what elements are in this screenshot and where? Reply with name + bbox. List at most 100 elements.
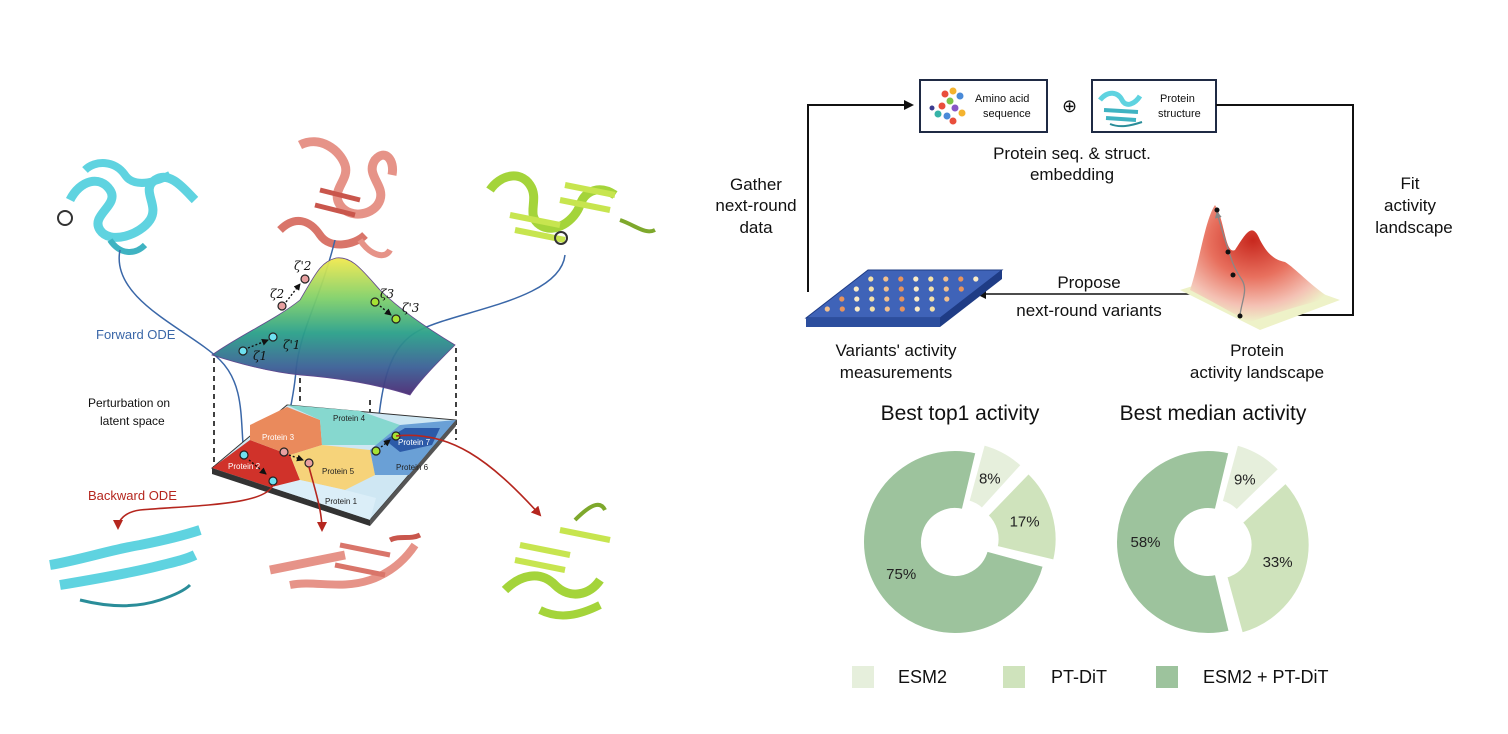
region-label-protein-4: Protein 4: [333, 414, 366, 423]
plate-well: [868, 286, 874, 292]
donut-slice-esm2-pt-dit: [1114, 449, 1231, 635]
cyan-protein-icon: [57, 159, 199, 255]
region-label-protein-6: Protein 6: [396, 463, 429, 472]
donut-slice-esm2: [967, 443, 1024, 511]
variants-label-line2: measurements: [840, 363, 952, 382]
protein-structure-label-line2: structure: [1158, 108, 1201, 120]
plate-well: [899, 296, 905, 302]
region-label-protein-7: Protein 7: [398, 438, 431, 447]
oplus-symbol: ⊕: [1062, 96, 1077, 116]
zeta-1-label: ζ1: [253, 349, 267, 363]
plate-well: [854, 296, 860, 302]
backward-ode-label: Backward ODE: [88, 488, 177, 503]
plate-well: [914, 306, 920, 312]
workflow-diagram: Amino acid sequence ⊕ Protein structure …: [715, 79, 1453, 382]
protein-structure-box: [1091, 79, 1217, 133]
plate-well: [929, 296, 935, 302]
amino-acid-label-line1: Amino acid: [975, 93, 1029, 105]
salmon-protein-output-icon: [269, 532, 422, 589]
region-label-protein-5: Protein 5: [322, 467, 355, 476]
plate-well: [943, 276, 949, 282]
plate-well: [869, 306, 875, 312]
gather-label-line2: next-round: [715, 196, 796, 215]
protein-structure-label-line1: Protein: [1160, 93, 1195, 105]
amino-acid-sequence-icon: [929, 87, 966, 125]
propose-label-line2: next-round variants: [1016, 301, 1162, 320]
zeta-3-label: ζ3: [380, 287, 395, 301]
chart-title-median: Best median activity: [1120, 402, 1307, 425]
donut-slice-esm2-pt-dit: [862, 449, 1046, 635]
plate-well: [883, 276, 889, 282]
legend-swatch-esm2-pt-dit: [1156, 666, 1178, 688]
fit-label-line3: landscape: [1375, 218, 1453, 237]
propose-label-line1: Propose: [1057, 273, 1120, 292]
plate-well: [928, 286, 934, 292]
lime-protein-icon: [486, 171, 656, 245]
fit-label-line2: activity: [1384, 196, 1436, 215]
legend-swatch-pt-dit: [1003, 666, 1025, 688]
donut-slice-label: 8%: [979, 470, 1001, 487]
plate-well: [853, 286, 859, 292]
backward-ode-path-2: [308, 466, 327, 532]
surface-points: [238, 274, 401, 356]
donut-chart-top1: Best top1 activity 8% 17% 75%: [862, 402, 1058, 635]
backward-ode-path-1: [113, 484, 274, 530]
assay-plate-icon: [804, 269, 1004, 327]
zeta-2-prime-label: ζ'2: [294, 259, 311, 273]
plate-well: [913, 276, 919, 282]
latent-energy-surface: [211, 257, 456, 396]
donut-slice-label: 75%: [886, 566, 916, 583]
plate-well: [839, 306, 845, 312]
plate-well: [898, 276, 904, 282]
donut-slice-label: 9%: [1234, 472, 1256, 489]
donut-slice-label: 58%: [1130, 534, 1160, 551]
perturbation-label-line1: Perturbation on: [88, 396, 170, 410]
plate-well: [868, 276, 874, 282]
fit-label-line1: Fit: [1401, 174, 1420, 193]
legend-label-esm2-pt-dit: ESM2 + PT-DiT: [1203, 667, 1329, 687]
legend-swatch-esm2: [852, 666, 874, 688]
gather-label-line3: data: [739, 218, 773, 237]
plane-points: [239, 431, 401, 486]
plate-well: [883, 286, 889, 292]
forward-ode-label: Forward ODE: [96, 327, 176, 342]
chart-legend: ESM2 PT-DiT ESM2 + PT-DiT: [852, 666, 1329, 688]
plate-well: [824, 306, 830, 312]
embedding-label-line2: embedding: [1030, 165, 1114, 184]
region-label-protein-2: Protein 2: [228, 462, 261, 471]
protein-structure-icon: [1098, 90, 1143, 128]
region-label-protein-1: Protein 1: [325, 497, 358, 506]
region-label-protein-3: Protein 3: [262, 433, 295, 442]
plate-well: [884, 296, 890, 302]
gather-label-line1: Gather: [730, 175, 782, 194]
plate-well: [884, 306, 890, 312]
plate-well: [944, 296, 950, 302]
gather-loop-arrow: [807, 100, 914, 292]
donut-slice-esm2: [1220, 443, 1281, 512]
donut-slice-pt-dit: [1225, 481, 1311, 635]
plate-well: [943, 286, 949, 292]
landscape-label-line2: activity landscape: [1190, 363, 1324, 382]
activity-landscape-icon: [1180, 205, 1340, 330]
legend-label-esm2: ESM2: [898, 667, 947, 687]
donut-slice-label: 17%: [1010, 514, 1040, 531]
left-panel: Protein 2 Protein 3 Protein 4 Protein 5 …: [49, 137, 656, 620]
donut-slice-label: 33%: [1263, 554, 1293, 571]
donut-slice-pt-dit: [986, 471, 1058, 562]
zeta-2-label: ζ2: [270, 287, 284, 301]
plate-well: [899, 306, 905, 312]
plate-well: [869, 296, 875, 302]
latent-plane: [210, 404, 458, 526]
embedding-label-line1: Protein seq. & struct.: [993, 144, 1151, 163]
zeta-1-prime-label: ζ'1: [283, 338, 300, 352]
plate-well: [929, 306, 935, 312]
plate-well: [958, 276, 964, 282]
amino-acid-label-line2: sequence: [983, 108, 1031, 120]
lime-protein-output-icon: [501, 502, 611, 620]
donut-chart-median: Best median activity 9% 33% 58%: [1114, 402, 1311, 635]
plate-well: [914, 296, 920, 302]
perturbation-label-line2: latent space: [100, 414, 165, 428]
salmon-protein-icon: [277, 137, 398, 259]
plate-well: [854, 306, 860, 312]
